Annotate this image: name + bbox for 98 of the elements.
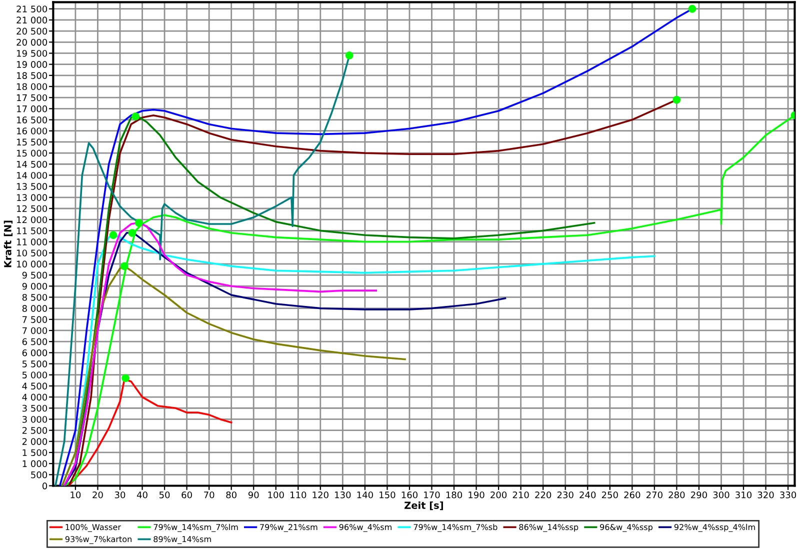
point bbox=[345, 51, 354, 60]
point bbox=[120, 262, 128, 270]
y-tick-label: 7 000 bbox=[22, 327, 48, 334]
x-tick-label: 240 bbox=[580, 491, 596, 498]
y-tick-label: 2 000 bbox=[22, 438, 48, 445]
x-tick-label: 320 bbox=[758, 491, 774, 498]
point bbox=[134, 218, 143, 227]
x-tick-label: 220 bbox=[535, 491, 552, 498]
y-tick-label: 19 000 bbox=[17, 61, 48, 68]
x-tick-label: 30 bbox=[114, 491, 126, 498]
legend-label: 96&w_4%ssp bbox=[600, 524, 653, 532]
x-tick-label: 160 bbox=[402, 491, 418, 498]
x-tick-label: 100 bbox=[268, 491, 284, 498]
y-tick-label: 1 000 bbox=[22, 460, 48, 468]
y-tick-label: 14 500 bbox=[17, 160, 48, 168]
legend-label: 96%w_4%sm bbox=[339, 524, 392, 532]
legend-label: 86%w_14%ssp bbox=[519, 524, 578, 532]
point bbox=[132, 112, 140, 120]
y-tick-label: 3 000 bbox=[22, 416, 48, 423]
y-tick-label: 19 500 bbox=[17, 50, 48, 57]
y-tick-label: 18 500 bbox=[17, 72, 48, 79]
y-tick-label: 12 000 bbox=[17, 216, 48, 224]
x-tick-label: 80 bbox=[226, 491, 236, 498]
y-tick-label: 21 000 bbox=[16, 16, 48, 24]
y-tick-label: 18 000 bbox=[17, 83, 48, 90]
point bbox=[672, 96, 681, 104]
legend-label: 79%w_21%sm bbox=[260, 524, 318, 532]
point bbox=[688, 4, 696, 13]
x-tick-label: 40 bbox=[136, 491, 148, 498]
x-tick-label: 180 bbox=[446, 491, 462, 498]
y-tick-label: 15 000 bbox=[17, 150, 48, 157]
y-tick-label: 6 500 bbox=[22, 338, 48, 346]
y-tick-label: 14 000 bbox=[17, 172, 48, 179]
legend-label: 92%w_4%ssp_4%lm bbox=[674, 524, 755, 532]
x-tick-label: 110 bbox=[290, 491, 306, 498]
y-tick-label: 7 500 bbox=[22, 316, 48, 323]
legend-label: 100%_Wasser bbox=[66, 524, 122, 532]
x-tick-label: 150 bbox=[380, 491, 396, 498]
y-tick-label: 5 000 bbox=[22, 372, 48, 378]
y-axis-title: Kraft [N] bbox=[4, 220, 13, 268]
y-tick-label: 11 000 bbox=[17, 238, 48, 246]
x-tick-label: 250 bbox=[602, 491, 618, 498]
y-tick-label: 12 500 bbox=[17, 205, 48, 212]
y-tick-label: 2 500 bbox=[22, 427, 48, 434]
x-tick-label: 10 bbox=[70, 491, 81, 498]
x-tick-label: 140 bbox=[357, 491, 373, 498]
y-tick-label: 4 500 bbox=[22, 382, 48, 390]
y-tick-label: 4 000 bbox=[22, 394, 48, 401]
x-tick-label: 210 bbox=[512, 491, 529, 498]
point bbox=[109, 231, 118, 240]
y-tick-label: 9 000 bbox=[22, 282, 48, 290]
x-tick-label: 70 bbox=[204, 491, 214, 498]
x-tick-label: 310 bbox=[736, 491, 752, 498]
y-tick-label: 17 500 bbox=[17, 94, 48, 102]
x-tick-label: 280 bbox=[668, 491, 685, 498]
point bbox=[128, 228, 136, 237]
y-tick-label: 10 000 bbox=[17, 260, 48, 268]
x-tick-label: 60 bbox=[182, 491, 192, 498]
x-tick-label: 170 bbox=[424, 491, 440, 498]
x-tick-label: 90 bbox=[248, 491, 259, 498]
y-tick-label: 3 500 bbox=[22, 404, 48, 412]
y-tick-label: 6 000 bbox=[22, 349, 48, 356]
x-tick-label: 290 bbox=[691, 491, 707, 498]
y-tick-label: 500 bbox=[31, 471, 48, 478]
y-tick-label: 9 500 bbox=[22, 272, 48, 279]
x-tick-label: 300 bbox=[713, 491, 730, 498]
x-tick-label: 270 bbox=[646, 491, 662, 498]
y-tick-label: 13 500 bbox=[17, 183, 48, 190]
y-tick-label: 16 000 bbox=[17, 128, 48, 134]
x-tick-label: 230 bbox=[557, 491, 574, 498]
x-tick-label: 200 bbox=[490, 491, 507, 498]
y-tick-label: 16 500 bbox=[17, 116, 48, 124]
y-tick-label: 8 500 bbox=[22, 294, 48, 301]
y-tick-label: 8 000 bbox=[22, 305, 48, 312]
y-tick-label: 11 500 bbox=[17, 227, 48, 234]
y-tick-label: 20 000 bbox=[16, 38, 48, 46]
x-tick-label: 260 bbox=[624, 491, 640, 498]
x-tick-label: 330 bbox=[780, 491, 796, 498]
y-tick-label: 15 500 bbox=[17, 138, 48, 146]
y-tick-label: 0 bbox=[42, 482, 48, 490]
legend-label: 79%w_14%sm_7%sb bbox=[414, 524, 498, 532]
y-tick-label: 17 000 bbox=[17, 105, 48, 112]
y-tick-label: 20 500 bbox=[16, 28, 48, 35]
legend-label: 89%w_14%sm bbox=[154, 536, 211, 544]
legend-label: 79%w_14%sm_7%lm bbox=[154, 524, 238, 532]
point bbox=[122, 374, 130, 382]
y-tick-label: 10 500 bbox=[17, 250, 48, 256]
x-tick-label: 190 bbox=[468, 491, 484, 498]
legend-label: 93%w_7%karton bbox=[65, 536, 132, 544]
y-tick-label: 5 500 bbox=[22, 360, 48, 368]
x-axis-title: Zeit [s] bbox=[404, 501, 443, 510]
x-tick-label: 20 bbox=[92, 491, 103, 498]
x-tick-label: 130 bbox=[335, 491, 351, 498]
y-tick-label: 21 500 bbox=[16, 6, 48, 12]
y-tick-label: 1 500 bbox=[22, 449, 48, 456]
x-tick-label: 120 bbox=[312, 491, 328, 498]
y-tick-label: 13 000 bbox=[17, 194, 48, 201]
x-tick-label: 50 bbox=[159, 491, 170, 498]
